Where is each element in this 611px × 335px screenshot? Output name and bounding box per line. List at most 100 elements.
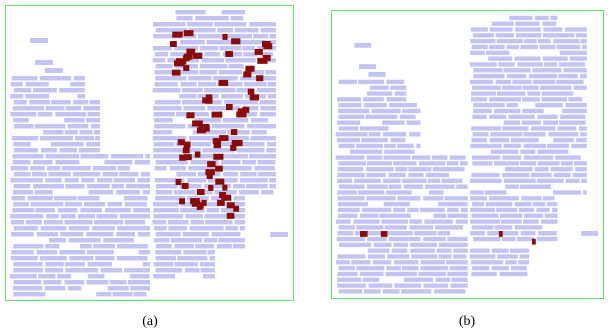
cell [512,79,532,85]
cell [383,178,401,184]
cell [338,289,363,294]
cell [575,33,587,38]
cell [79,244,92,249]
cell [257,172,276,177]
cell [152,58,166,63]
cell [155,160,188,165]
cell [270,232,288,237]
cell [155,232,181,237]
cell [212,124,245,129]
cell [337,277,362,282]
hot-cell [175,178,182,185]
cell [548,132,579,137]
cell [510,137,539,143]
cell [472,85,501,90]
cell [368,71,386,77]
cell [354,42,372,48]
cell [259,100,276,105]
cell [523,155,554,160]
cell [366,196,396,201]
cell [155,28,188,33]
cell [199,64,228,69]
cell [335,132,368,137]
cell [42,130,64,135]
cell [153,226,167,231]
cell [520,149,536,154]
cell [550,15,558,21]
cell [119,214,150,219]
cell [495,79,512,85]
cell [493,161,519,166]
cell [471,126,502,131]
cell [181,88,203,93]
cell [506,103,518,108]
cell [484,190,507,195]
cell [386,190,412,195]
cell [530,172,552,178]
cell [420,265,449,271]
cell [520,231,536,236]
cell [124,196,148,201]
cell [407,207,419,213]
cell [152,136,187,141]
cell [488,196,519,201]
cell [13,202,30,207]
cell [64,220,93,225]
cell [510,248,530,253]
cell [267,142,276,147]
cell [494,225,513,230]
cell [506,44,520,50]
cell [470,219,501,224]
cell [356,265,385,271]
cell [155,196,186,201]
cell [142,262,150,267]
cell [582,190,587,195]
cell [155,244,172,249]
cell [408,167,432,172]
cell [559,50,587,55]
cell [501,219,522,224]
cell [124,268,150,273]
cell [469,254,496,259]
cell [447,236,468,242]
cell [472,132,489,137]
cell [544,213,558,218]
cell [337,108,370,114]
cell [249,154,276,159]
cell [39,136,74,141]
cell [337,231,354,236]
cell [581,178,587,184]
cell [383,201,410,207]
cell [83,202,106,207]
cell [109,280,127,285]
cell [96,214,118,219]
cell [240,172,257,177]
cell [220,166,252,171]
cell [34,124,66,129]
cell [217,28,234,33]
cell [260,52,274,57]
cell [183,250,207,255]
cell [538,231,557,236]
hot-cell [186,112,195,119]
cell [424,219,454,224]
cell [338,213,358,218]
cell [338,184,365,189]
cell [446,260,468,265]
cell [103,238,134,243]
cell [241,142,265,147]
cell [175,10,206,15]
cell [174,262,198,267]
cell [256,88,276,93]
cell [180,208,205,213]
cell [366,167,394,172]
cell [473,68,503,73]
cell [198,82,217,87]
cell [487,231,519,236]
cell [368,283,393,288]
cell [441,178,463,184]
cell [104,208,131,213]
cell [489,44,505,50]
cell [45,106,65,111]
cell [571,143,587,149]
